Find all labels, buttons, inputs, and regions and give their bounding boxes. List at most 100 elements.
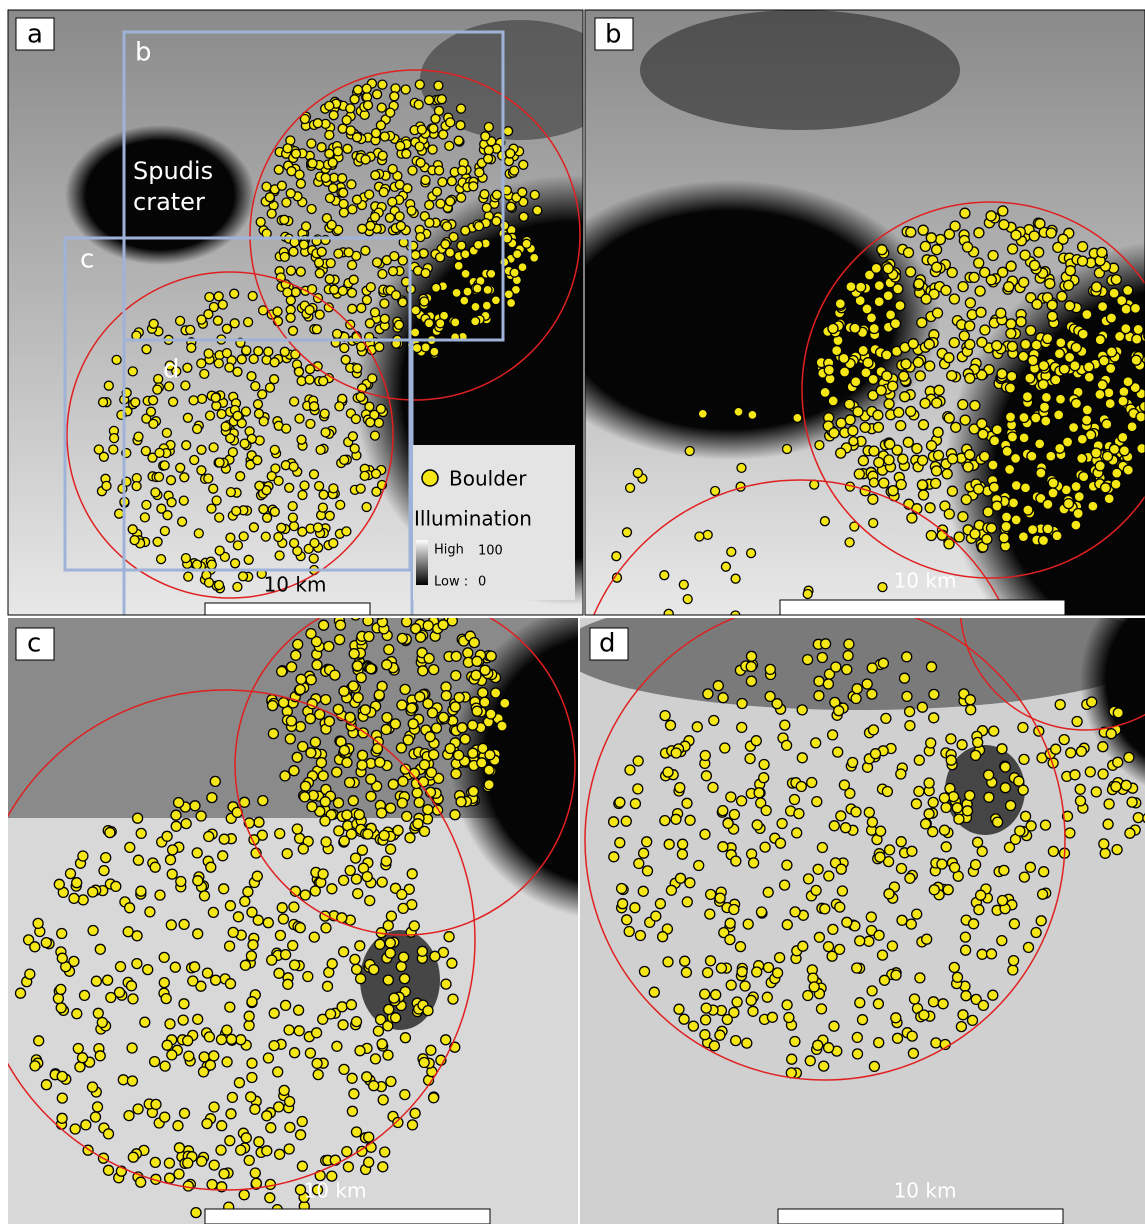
boulder xyxy=(884,309,897,321)
boulder xyxy=(182,1035,194,1047)
boulder xyxy=(928,712,940,724)
boulder xyxy=(400,618,413,628)
boulder xyxy=(101,974,114,986)
boulder xyxy=(964,372,976,384)
boulder xyxy=(870,262,882,274)
boulder xyxy=(460,268,471,279)
boulder xyxy=(467,747,479,759)
panel-label: d xyxy=(599,629,616,659)
boulder xyxy=(395,220,407,232)
boulder xyxy=(396,632,408,645)
boulder xyxy=(468,636,480,649)
boulder xyxy=(272,1066,284,1078)
boulder xyxy=(932,449,945,462)
boulder xyxy=(139,1016,151,1028)
boulder xyxy=(453,691,465,704)
boulder xyxy=(835,447,847,459)
boulder xyxy=(308,401,320,412)
boulder xyxy=(339,454,350,466)
boulder xyxy=(742,918,754,930)
boulder xyxy=(973,257,985,269)
boulder xyxy=(490,295,502,306)
boulder xyxy=(764,663,776,676)
boulder xyxy=(411,787,423,799)
boulder xyxy=(277,913,290,925)
boulder xyxy=(183,1050,195,1062)
boulder xyxy=(916,454,929,467)
boulder xyxy=(684,877,696,889)
boulder xyxy=(1112,756,1124,768)
boulder xyxy=(955,1020,968,1033)
boulder xyxy=(988,481,1000,493)
boulder xyxy=(678,1013,690,1025)
boulder xyxy=(760,804,772,817)
boulder xyxy=(337,946,350,958)
boulder xyxy=(936,858,948,870)
boulder xyxy=(1108,443,1121,455)
boulder xyxy=(932,426,944,438)
boulder xyxy=(1065,747,1077,759)
boulder xyxy=(745,547,757,559)
boulder xyxy=(835,863,847,875)
boulder xyxy=(1021,390,1034,403)
boulder xyxy=(346,259,358,271)
boulder xyxy=(970,993,982,1006)
boulder xyxy=(1054,442,1066,454)
boulder xyxy=(389,250,400,262)
boulder xyxy=(40,936,52,949)
boulder xyxy=(399,763,412,775)
boulder xyxy=(712,680,724,692)
boulder xyxy=(815,1003,828,1015)
boulder xyxy=(1124,827,1136,839)
boulder xyxy=(243,554,254,565)
boulder xyxy=(385,107,396,118)
boulder xyxy=(318,489,329,500)
boulder xyxy=(359,704,371,716)
boulder xyxy=(342,1161,355,1173)
boulder xyxy=(893,406,905,419)
boulder xyxy=(969,858,982,871)
boulder xyxy=(387,163,398,175)
boulder xyxy=(317,619,330,631)
boulder xyxy=(361,83,372,94)
boulder xyxy=(868,517,879,529)
boulder xyxy=(152,384,163,395)
boulder xyxy=(410,327,421,338)
boulder xyxy=(32,917,44,930)
boulder xyxy=(313,480,325,492)
boulder xyxy=(1078,471,1090,483)
boulder xyxy=(252,455,263,466)
boulder xyxy=(1007,954,1020,967)
boulder xyxy=(214,545,225,556)
boulder xyxy=(940,841,952,853)
boulder xyxy=(927,796,939,809)
boulder xyxy=(397,902,409,915)
boulder xyxy=(863,806,875,819)
boulder xyxy=(1014,825,1026,837)
boulder xyxy=(914,370,926,382)
boulder xyxy=(376,876,388,888)
boulder xyxy=(979,324,991,336)
boulder xyxy=(832,746,844,758)
boulder xyxy=(285,312,296,323)
boulder xyxy=(317,502,329,513)
boulder xyxy=(238,531,249,542)
boulder xyxy=(178,998,190,1010)
boulder xyxy=(811,795,823,808)
boulder xyxy=(664,719,677,731)
boulder xyxy=(819,386,831,399)
boulder xyxy=(1098,838,1110,850)
boulder xyxy=(1118,445,1131,457)
boulder xyxy=(296,1160,309,1172)
boulder xyxy=(380,723,392,736)
boulder xyxy=(364,894,376,907)
boulder xyxy=(284,733,296,745)
boulder xyxy=(261,512,273,523)
boulder xyxy=(930,1037,942,1049)
boulder xyxy=(841,663,853,676)
boulder xyxy=(916,701,929,713)
boulder xyxy=(662,956,674,968)
boulder xyxy=(1129,381,1141,394)
boulder xyxy=(418,248,429,259)
boulder xyxy=(1112,707,1124,719)
